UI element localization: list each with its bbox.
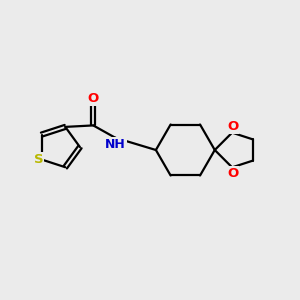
Text: O: O [227,167,238,180]
Text: O: O [88,92,99,105]
Text: S: S [34,153,43,166]
Text: O: O [227,120,238,133]
Text: NH: NH [105,138,126,151]
